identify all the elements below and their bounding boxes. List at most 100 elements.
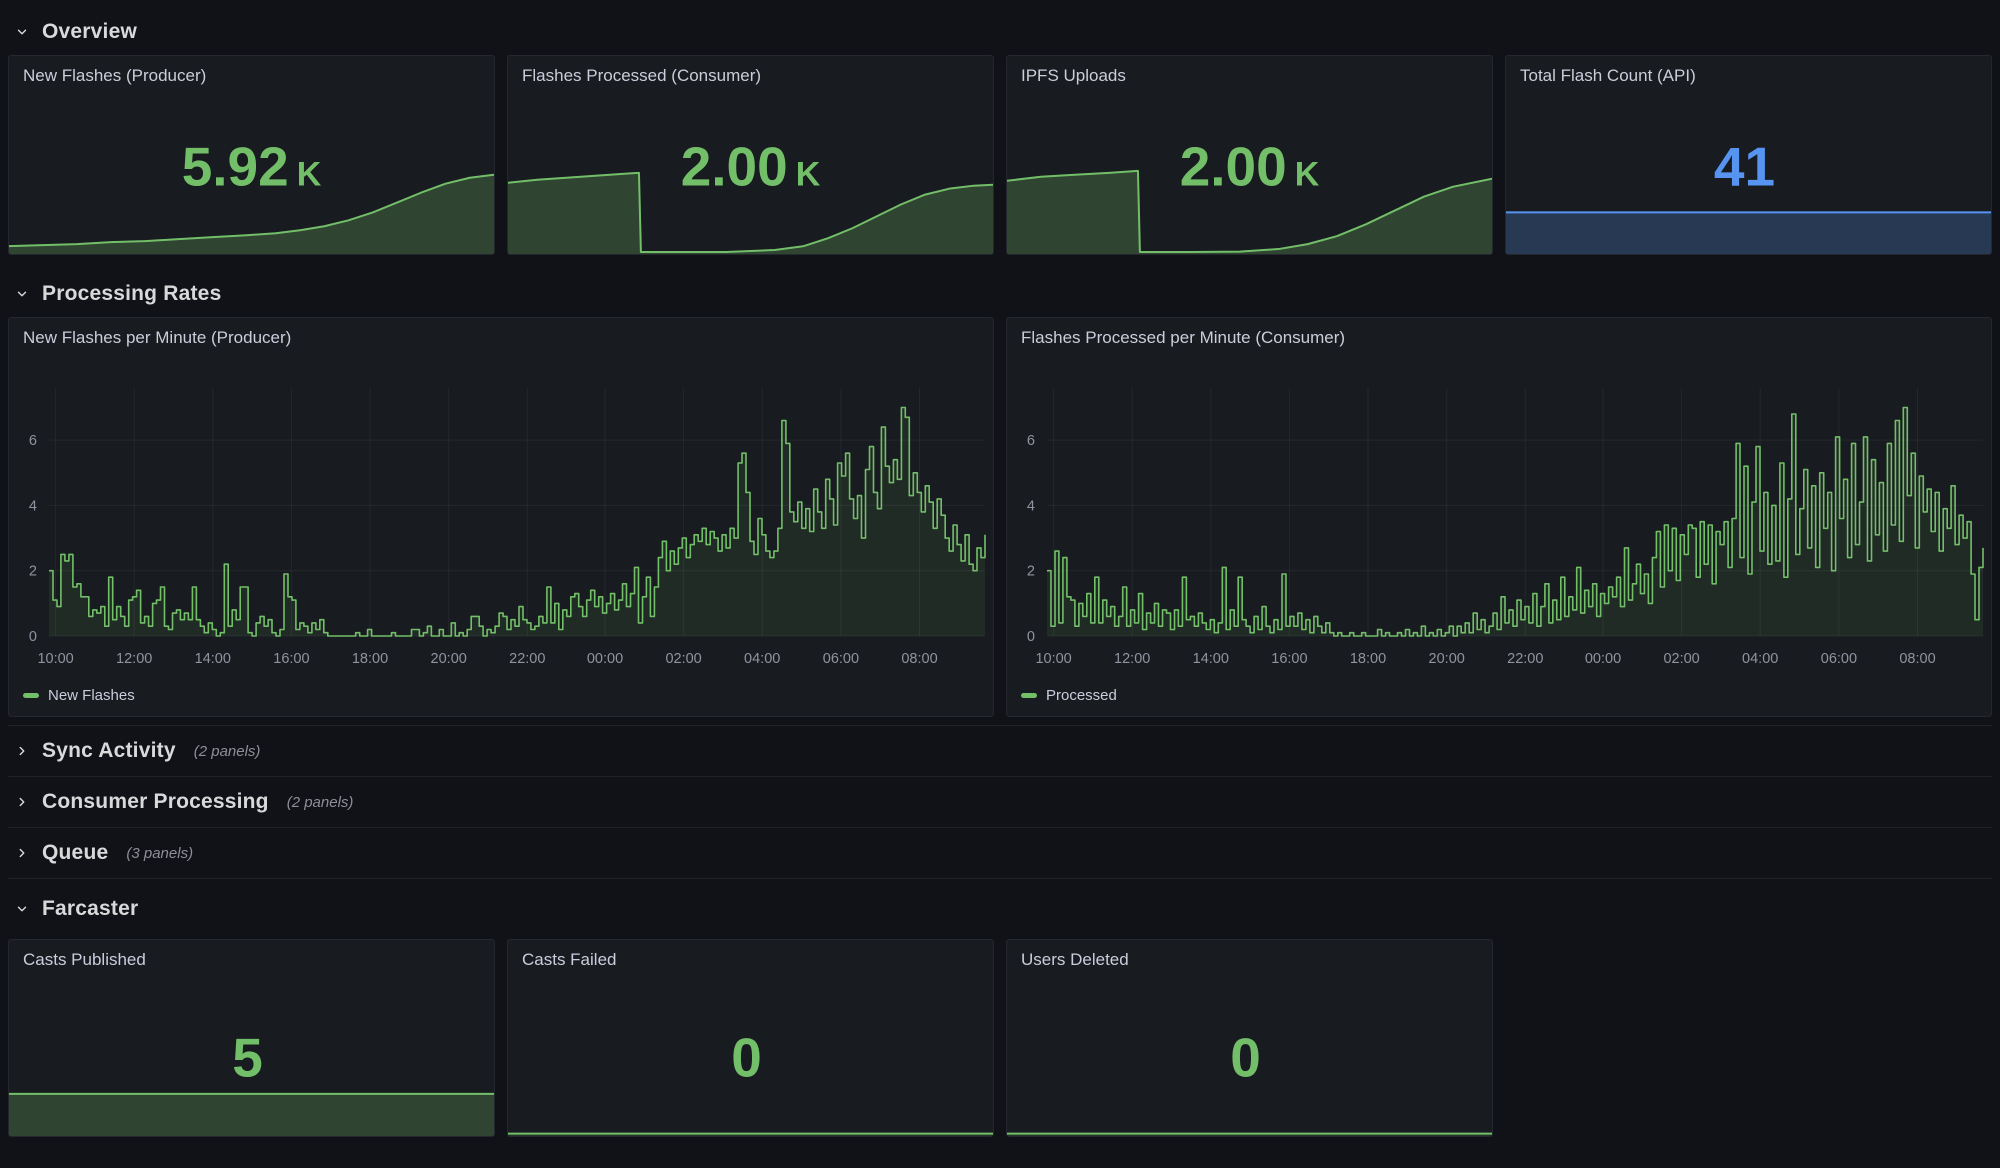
section-header-overview[interactable]: Overview — [8, 8, 1992, 55]
svg-text:6: 6 — [1027, 433, 1035, 449]
panel-title[interactable]: Users Deleted — [1021, 950, 1129, 969]
svg-text:10:00: 10:00 — [1035, 651, 1071, 667]
chevron-right-icon — [14, 794, 30, 810]
svg-text:06:00: 06:00 — [1821, 651, 1857, 667]
svg-text:08:00: 08:00 — [901, 651, 937, 667]
section-header-consumer-processing[interactable]: Consumer Processing (2 panels) — [8, 776, 1992, 827]
section-title: Overview — [42, 19, 137, 43]
svg-text:20:00: 20:00 — [1429, 651, 1465, 667]
sparkline — [9, 56, 494, 254]
section-header-farcaster[interactable]: Farcaster — [8, 878, 1992, 939]
section-title: Sync Activity — [42, 739, 176, 762]
stat-number: 5.92 — [181, 135, 289, 198]
svg-text:18:00: 18:00 — [352, 651, 388, 667]
svg-text:12:00: 12:00 — [1114, 651, 1150, 667]
section-title: Consumer Processing — [42, 790, 269, 813]
svg-text:00:00: 00:00 — [587, 651, 623, 667]
svg-text:4: 4 — [29, 498, 37, 514]
stat-value: 41 — [1506, 139, 1991, 194]
svg-text:6: 6 — [29, 433, 37, 449]
legend-label: New Flashes — [48, 687, 135, 704]
panel-title[interactable]: Casts Failed — [522, 950, 617, 969]
processing-rates-panel-row: New Flashes per Minute (Producer) 10:00 1… — [8, 317, 1992, 717]
chevron-down-icon — [14, 901, 30, 917]
section-title: Farcaster — [42, 897, 139, 920]
section-header-processing-rates[interactable]: Processing Rates — [8, 270, 1992, 317]
panel-title[interactable]: Flashes Processed (Consumer) — [522, 66, 762, 85]
dashboard: Overview New Flashes (Producer) 5.92 K Fl… — [0, 8, 2000, 1137]
svg-text:08:00: 08:00 — [1899, 651, 1935, 667]
svg-text:2: 2 — [1027, 564, 1035, 580]
stat-panel-total-flash-count: Total Flash Count (API) 41 — [1505, 55, 1992, 255]
svg-text:2: 2 — [29, 564, 37, 580]
farcaster-panel-row: Casts Published 5 Casts Failed 0 Users D… — [8, 939, 1992, 1137]
panel-title[interactable]: Total Flash Count (API) — [1520, 66, 1696, 85]
stat-number: 41 — [1713, 135, 1776, 198]
stat-value: 2.00 K — [508, 139, 993, 194]
section-header-queue[interactable]: Queue (3 panels) — [8, 827, 1992, 878]
section-title: Queue — [42, 841, 109, 864]
timeseries-panel-producer: New Flashes per Minute (Producer) 10:00 1… — [8, 317, 994, 717]
stat-value: 5 — [9, 1030, 494, 1085]
legend-swatch — [1021, 693, 1037, 698]
panel-title[interactable]: IPFS Uploads — [1021, 66, 1126, 85]
stat-panel-casts-failed: Casts Failed 0 — [507, 939, 994, 1137]
svg-text:04:00: 04:00 — [1742, 651, 1778, 667]
svg-text:0: 0 — [29, 629, 37, 645]
stat-value: 0 — [1007, 1030, 1492, 1085]
svg-text:00:00: 00:00 — [1585, 651, 1621, 667]
sparkline — [1506, 56, 1991, 254]
sparkline — [508, 56, 993, 254]
overview-panel-row: New Flashes (Producer) 5.92 K Flashes Pro… — [8, 55, 1992, 255]
svg-text:06:00: 06:00 — [823, 651, 859, 667]
stat-unit: K — [296, 155, 322, 194]
panel-title[interactable]: Casts Published — [23, 950, 146, 969]
svg-text:14:00: 14:00 — [195, 651, 231, 667]
svg-text:20:00: 20:00 — [431, 651, 467, 667]
stat-unit: K — [1294, 155, 1320, 194]
chevron-down-icon — [14, 24, 30, 40]
svg-text:22:00: 22:00 — [509, 651, 545, 667]
section-title: Processing Rates — [42, 281, 222, 305]
timeseries-plot[interactable]: 10:00 12:00 14:00 16:00 18:00 20:00 22:00 00:00… — [9, 318, 993, 716]
chevron-down-icon — [14, 286, 30, 302]
legend[interactable]: New Flashes — [23, 687, 135, 704]
svg-text:22:00: 22:00 — [1507, 651, 1543, 667]
legend-swatch — [23, 693, 39, 698]
stat-number: 2.00 — [1179, 135, 1287, 198]
svg-text:4: 4 — [1027, 498, 1035, 514]
panel-title[interactable]: New Flashes per Minute (Producer) — [23, 328, 292, 347]
stat-panel-casts-published: Casts Published 5 — [8, 939, 495, 1137]
stat-value: 0 — [508, 1030, 993, 1085]
panel-count: (2 panels) — [286, 793, 354, 811]
stat-unit: K — [795, 155, 821, 194]
section-header-sync-activity[interactable]: Sync Activity (2 panels) — [8, 725, 1992, 776]
svg-text:02:00: 02:00 — [665, 651, 701, 667]
timeseries-plot[interactable]: 10:00 12:00 14:00 16:00 18:00 20:00 22:00 00:00… — [1007, 318, 1991, 716]
stat-number: 0 — [1230, 1026, 1261, 1089]
svg-text:10:00: 10:00 — [37, 651, 73, 667]
stat-number: 0 — [731, 1026, 762, 1089]
stat-number: 2.00 — [680, 135, 788, 198]
panel-title[interactable]: Flashes Processed per Minute (Consumer) — [1021, 328, 1346, 347]
legend[interactable]: Processed — [1021, 687, 1117, 704]
chevron-right-icon — [14, 845, 30, 861]
svg-text:02:00: 02:00 — [1663, 651, 1699, 667]
stat-panel-flashes-processed: Flashes Processed (Consumer) 2.00 K — [507, 55, 994, 255]
panel-count: (2 panels) — [193, 742, 261, 760]
chevron-right-icon — [14, 743, 30, 759]
svg-text:14:00: 14:00 — [1193, 651, 1229, 667]
stat-number: 5 — [232, 1026, 263, 1089]
svg-text:16:00: 16:00 — [273, 651, 309, 667]
stat-panel-new-flashes: New Flashes (Producer) 5.92 K — [8, 55, 495, 255]
svg-text:04:00: 04:00 — [744, 651, 780, 667]
legend-label: Processed — [1046, 687, 1117, 704]
panel-count: (3 panels) — [126, 844, 194, 862]
timeseries-panel-consumer: Flashes Processed per Minute (Consumer) … — [1006, 317, 1992, 717]
sparkline — [1007, 56, 1492, 254]
sparkline — [1007, 940, 1492, 1136]
panel-title[interactable]: New Flashes (Producer) — [23, 66, 207, 85]
sparkline — [9, 940, 494, 1136]
stat-value: 5.92 K — [9, 139, 494, 194]
svg-text:16:00: 16:00 — [1271, 651, 1307, 667]
